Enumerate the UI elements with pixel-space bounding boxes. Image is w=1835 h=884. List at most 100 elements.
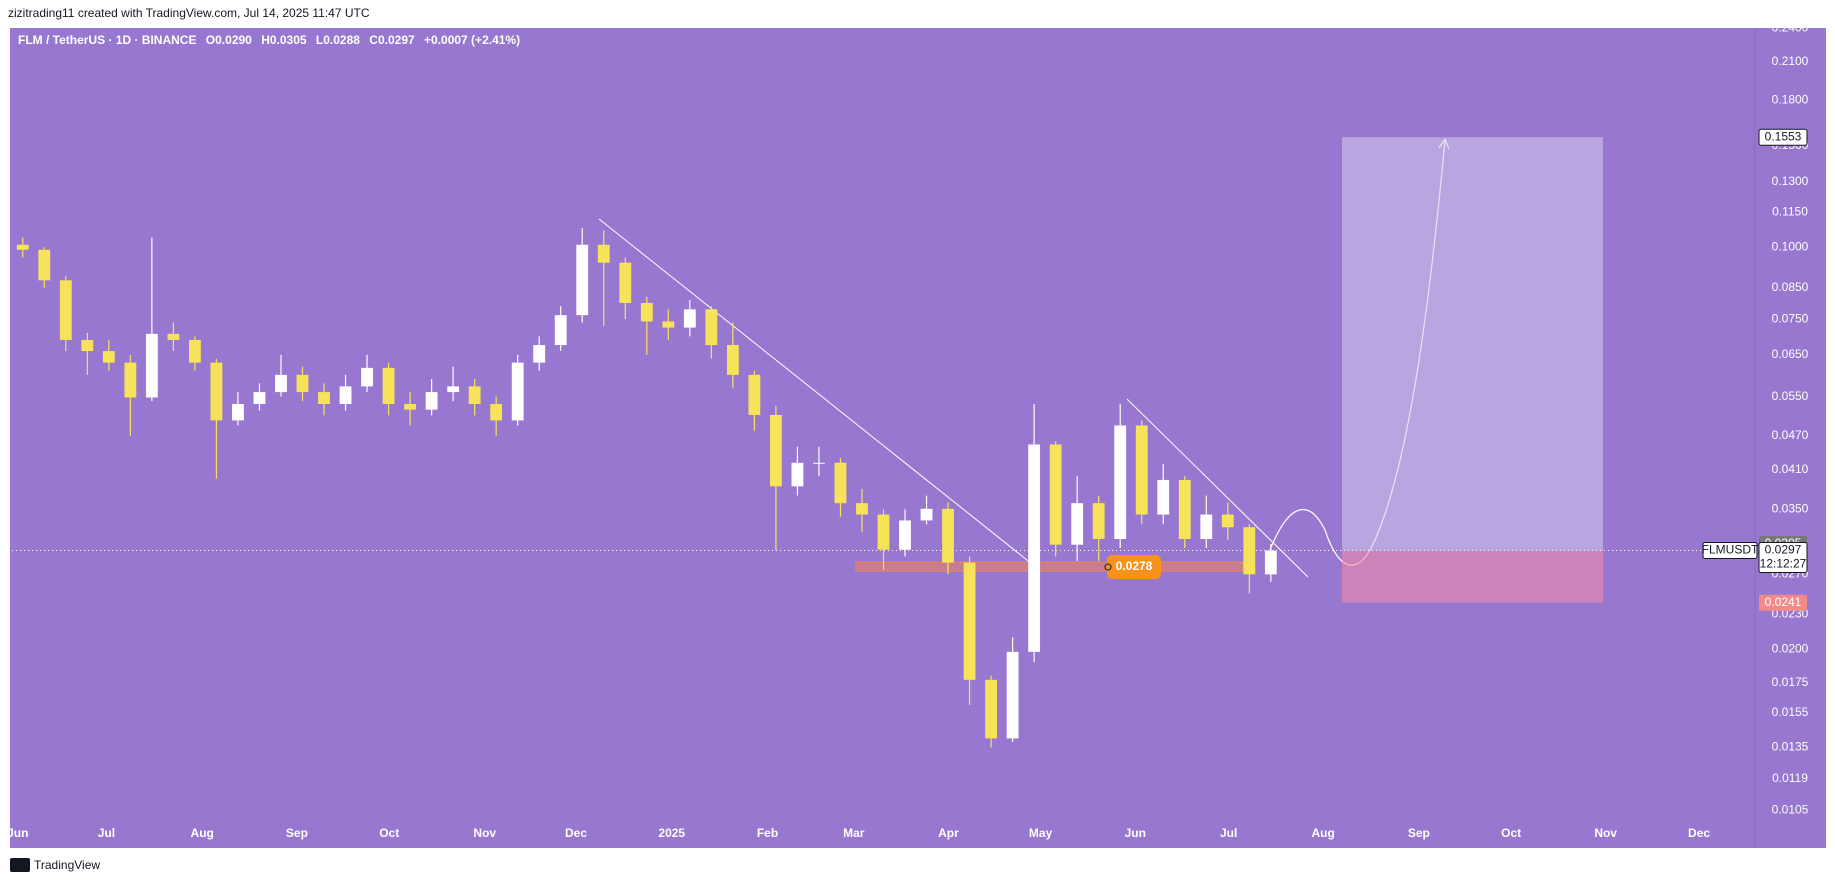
candle-body: [167, 333, 180, 340]
stop-label: 0.0241: [1765, 595, 1802, 609]
countdown: 12:12:27: [1760, 557, 1807, 571]
candle-body: [726, 345, 739, 375]
candle-body: [963, 562, 976, 680]
candle-body: [899, 520, 911, 550]
candle-body: [16, 244, 29, 250]
y-tick-label: 0.0200: [1772, 641, 1809, 655]
y-tick-label: 0.1300: [1772, 174, 1809, 188]
candle-body: [1243, 527, 1256, 575]
header-text: zizitrading11 created with TradingView.c…: [8, 6, 370, 20]
candle-body: [59, 280, 72, 340]
y-tick-label: 0.2400: [1772, 21, 1809, 35]
candle-body: [188, 339, 201, 363]
candle-body: [232, 403, 244, 421]
candle-body: [361, 367, 373, 387]
candle-body: [145, 333, 158, 398]
candle-body: [1071, 503, 1084, 545]
candle-body: [1135, 425, 1148, 515]
x-tick-label: Aug: [191, 826, 214, 840]
trendline: [598, 218, 1033, 565]
candle-body: [640, 302, 653, 322]
symbol-box: [1702, 542, 1758, 560]
candle-body: [124, 362, 137, 398]
candle-body: [597, 244, 610, 263]
target-label: 0.1553: [1765, 129, 1802, 143]
candle-body: [1028, 444, 1041, 652]
support-zone: [855, 561, 1244, 572]
y-tick-label: 0.2100: [1772, 54, 1809, 68]
x-tick-label: Nov: [1594, 826, 1617, 840]
trendline: [1126, 398, 1309, 578]
candle-body: [511, 362, 524, 421]
x-tick-label: Jul: [1220, 826, 1237, 840]
candle-body: [554, 315, 567, 346]
position-stop-zone: [1342, 550, 1603, 603]
candle-body: [318, 392, 330, 404]
candle-body: [920, 508, 933, 521]
y-tick-label: 0.0410: [1772, 462, 1809, 476]
x-tick-label: Aug: [1311, 826, 1334, 840]
candle-body: [942, 508, 954, 563]
candle-body: [275, 374, 287, 393]
legend-close: C0.0297: [369, 33, 415, 47]
y-tick-label: 0.0470: [1772, 428, 1809, 442]
candle-body: [856, 503, 868, 515]
symbol-label: FLMUSDT: [1702, 543, 1759, 557]
support-label-box: [1107, 555, 1161, 580]
x-tick-label: Mar: [843, 826, 865, 840]
candle-body: [102, 351, 115, 363]
candle-body: [1049, 444, 1062, 545]
y-tick-label: 0.0135: [1772, 740, 1809, 754]
stop-label-box: [1759, 594, 1807, 611]
x-tick-label: 2025: [658, 826, 685, 840]
candle-body: [1114, 425, 1127, 540]
candle-body: [425, 392, 438, 410]
y-tick-label: 0.1150: [1772, 204, 1808, 218]
legend-symbol: FLM / TetherUS · 1D · BINANCE: [18, 33, 196, 47]
candle-body: [490, 403, 503, 421]
candle-body: [468, 386, 481, 404]
candle-body: [1157, 479, 1170, 515]
legend: FLM / TetherUS · 1D · BINANCE O0.0290 H0…: [18, 33, 520, 47]
legend-open: O0.0290: [206, 33, 252, 47]
y-tick-label: 0.0550: [1772, 389, 1809, 403]
last-price-label: 0.0297: [1765, 543, 1802, 557]
candle-body: [339, 386, 352, 404]
candle-body: [38, 249, 51, 281]
support-handle: [1104, 563, 1112, 571]
y-tick-label: 0.0650: [1772, 347, 1809, 361]
last-price-box: [1758, 542, 1808, 574]
candle-body: [382, 367, 395, 404]
candle-body: [1006, 651, 1019, 739]
legend-high: H0.0305: [261, 33, 307, 47]
candle-body: [985, 679, 998, 739]
position-target-zone: [1342, 137, 1603, 551]
x-tick-label: Oct: [1501, 826, 1521, 840]
logo: [10, 858, 30, 872]
candle-body: [1200, 514, 1213, 540]
candle-body: [619, 262, 632, 303]
y-tick-label: 0.1800: [1772, 93, 1809, 107]
y-tick-label: 0.0850: [1772, 280, 1809, 294]
y-tick-label: 0.0155: [1772, 705, 1809, 719]
x-tick-label: Sep: [1408, 826, 1430, 840]
candle-body: [748, 374, 761, 415]
x-tick-label: Oct: [379, 826, 399, 840]
x-tick-label: Feb: [757, 826, 778, 840]
candle-body: [1092, 503, 1105, 540]
y-tick-label: 0.1000: [1772, 239, 1809, 253]
x-tick-label: Sep: [286, 826, 308, 840]
candle-body: [813, 462, 825, 464]
candle-body: [296, 374, 309, 393]
candle-body: [210, 362, 223, 421]
target-label-box: [1758, 128, 1808, 146]
candle-body: [1178, 479, 1191, 540]
footer-text: TradingView: [34, 858, 100, 872]
x-tick-label: Nov: [473, 826, 496, 840]
candle-body: [404, 403, 417, 410]
x-tick-label: Jul: [98, 826, 115, 840]
candle-body: [81, 339, 94, 352]
x-tick-label: Dec: [1688, 826, 1710, 840]
candle-body: [834, 462, 847, 504]
candle-body: [705, 309, 718, 346]
